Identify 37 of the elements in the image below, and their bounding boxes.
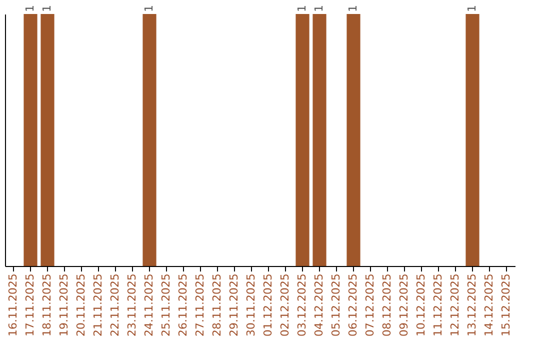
x-tick-label: 18.11.2025 (40, 274, 54, 336)
x-tick-label: 17.11.2025 (24, 274, 36, 336)
x-tick-label: 21.11.2025 (92, 274, 104, 336)
x-tick-label: 16.11.2025 (6, 274, 20, 336)
x-tick-label: 20.11.2025 (74, 274, 88, 336)
x-tick-label: 22.11.2025 (108, 274, 122, 336)
x-tick-label: 23.11.2025 (126, 274, 138, 336)
x-tick-label: 02.12.2025 (278, 274, 292, 336)
x-tick-label: 04.12.2025 (312, 274, 326, 336)
x-tick-label: 25.11.2025 (160, 274, 172, 336)
x-tick-label: 19.11.2025 (58, 274, 70, 336)
x-tick-label: 06.12.2025 (346, 274, 360, 336)
x-tick-label: 10.12.2025 (414, 274, 428, 336)
x-tick-label: 11.12.2025 (432, 274, 444, 336)
x-tick-label: 08.12.2025 (380, 274, 394, 336)
data-label: 1 (296, 5, 308, 12)
x-tick-label: 01.12.2025 (262, 274, 274, 336)
x-tick-label: 28.11.2025 (210, 274, 224, 336)
x-tick-label: 29.11.2025 (228, 274, 240, 336)
x-tick-label: 14.12.2025 (482, 274, 496, 336)
x-tick-label: 05.12.2025 (330, 274, 342, 336)
data-label: 1 (24, 5, 36, 12)
x-tick-label: 13.12.2025 (466, 274, 478, 336)
x-tick-label: 24.11.2025 (142, 274, 156, 336)
x-tick-label: 07.12.2025 (364, 274, 376, 336)
data-label: 1 (346, 5, 360, 12)
x-tick-label: 30.11.2025 (244, 274, 258, 336)
x-tick-label: 03.12.2025 (296, 274, 308, 336)
data-label: 1 (466, 5, 478, 12)
x-tick-label: 09.12.2025 (398, 274, 410, 336)
data-label: 1 (40, 5, 54, 12)
x-tick-label: 27.11.2025 (194, 274, 206, 336)
data-label: 1 (142, 5, 156, 12)
data-label: 1 (312, 5, 326, 12)
x-tick-label: 15.12.2025 (500, 274, 512, 336)
x-tick-label: 12.12.2025 (448, 274, 462, 336)
x-tick-label: 26.11.2025 (176, 274, 190, 336)
